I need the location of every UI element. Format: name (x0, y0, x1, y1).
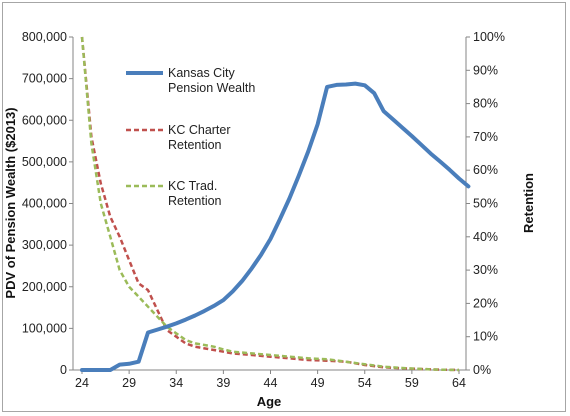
legend-label-charter-retention-line1: KC Charter (168, 123, 231, 137)
x-tick-label: 44 (264, 376, 278, 390)
legend: Kansas City Pension Wealth KC Charter Re… (126, 66, 255, 208)
legend-label-pension-wealth-line2: Pension Wealth (168, 81, 255, 95)
right-y-tick-label: 40% (473, 230, 498, 244)
series-line-kc-charter-retention (80, 36, 460, 372)
legend-item-charter-retention: KC Charter Retention (126, 123, 231, 152)
right-y-tick-label: 70% (473, 130, 498, 144)
ticks: 0 100,000 200,000 300,000 400,000 500,000 600,… (22, 30, 505, 390)
axes (72, 37, 467, 371)
x-tick-label: 64 (452, 376, 466, 390)
x-tick-label: 34 (169, 376, 183, 390)
left-y-tick-label: 300,000 (22, 238, 67, 252)
left-y-tick-label: 700,000 (22, 72, 67, 86)
x-tick-label: 49 (311, 376, 325, 390)
x-tick-label: 39 (216, 376, 230, 390)
right-y-tick-label: 90% (473, 63, 498, 77)
left-y-tick-label: 400,000 (22, 197, 67, 211)
x-tick-label: 54 (358, 376, 372, 390)
right-y-axis-title: Retention (521, 173, 536, 233)
legend-item-trad-retention: KC Trad. Retention (126, 179, 222, 208)
legend-label-trad-retention-line2: Retention (168, 194, 222, 208)
x-tick-label: 59 (405, 376, 419, 390)
right-y-tick-label: 60% (473, 163, 498, 177)
series (80, 36, 471, 372)
right-y-tick-label: 10% (473, 330, 498, 344)
left-y-tick-label: 500,000 (22, 155, 67, 169)
legend-label-pension-wealth-line1: Kansas City (168, 66, 235, 80)
legend-item-pension-wealth: Kansas City Pension Wealth (126, 66, 255, 95)
series-line-kansas-city-pension-wealth (80, 81, 471, 372)
legend-label-trad-retention-line1: KC Trad. (168, 179, 217, 193)
x-tick-label: 29 (122, 376, 136, 390)
right-y-tick-label: 80% (473, 97, 498, 111)
left-y-tick-label: 800,000 (22, 30, 67, 44)
legend-label-charter-retention-line2: Retention (168, 138, 222, 152)
x-tick-label: 24 (75, 376, 89, 390)
left-y-tick-label: 200,000 (22, 280, 67, 294)
left-y-tick-label: 100,000 (22, 321, 67, 335)
left-y-tick-label: 600,000 (22, 113, 67, 127)
series-line-kc-trad-retention (80, 36, 460, 372)
x-axis-title: Age (257, 394, 282, 409)
right-y-tick-label: 50% (473, 197, 498, 211)
right-y-tick-label: 30% (473, 263, 498, 277)
right-y-tick-label: 0% (473, 363, 491, 377)
left-y-axis-title: PDV of Pension Wealth ($2013) (3, 107, 18, 298)
left-y-tick-label: 0 (60, 363, 67, 377)
right-y-tick-label: 20% (473, 296, 498, 310)
right-y-tick-label: 100% (473, 30, 505, 44)
